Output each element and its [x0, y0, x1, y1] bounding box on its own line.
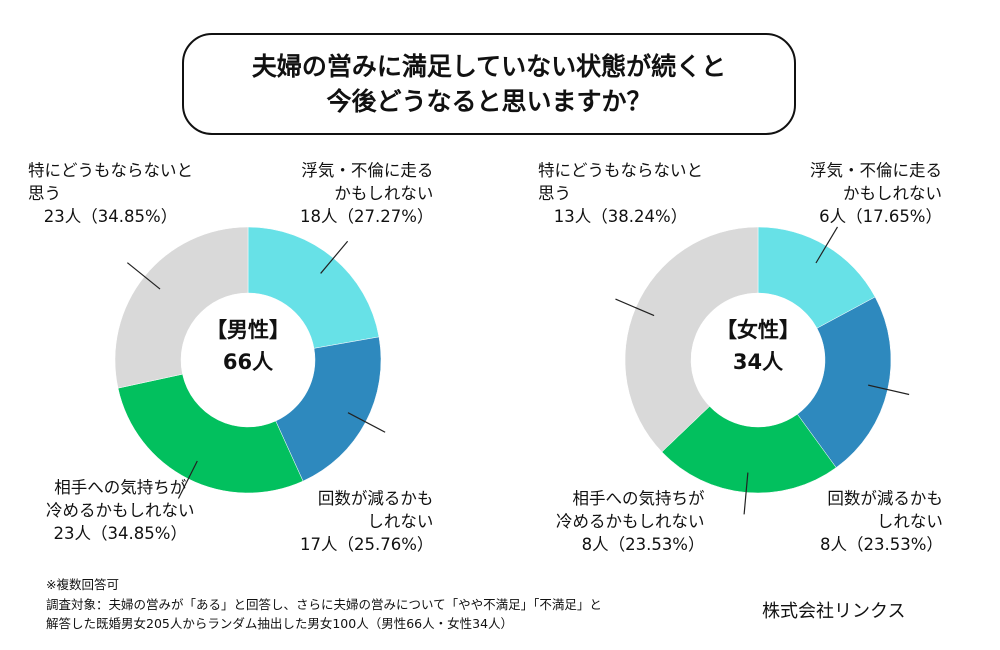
male-leader-line-nothing — [126, 262, 161, 290]
note-survey-1: 調査対象：夫婦の営みが「ある」と回答し、さらに夫婦の営みについて「やや不満足」「… — [46, 597, 602, 612]
label-line: しれない — [367, 512, 434, 531]
label-line: 特にどうもならないと — [28, 161, 193, 180]
label-value: 13人（38.24%） — [553, 207, 688, 226]
male-label-cool: 相手への気持ちが 冷めるかもしれない 23人（34.85%） — [46, 476, 195, 545]
female-slice-fewer — [797, 296, 892, 468]
male-leader-line-affair — [320, 240, 349, 274]
male-leader-line-cool — [177, 460, 198, 499]
male-label-nothing: 特にどうもならないと 思う 23人（34.85%） — [28, 159, 193, 228]
label-line: 相手への気持ちが — [572, 489, 705, 508]
female-center-label: 【女性】 34人 — [688, 314, 828, 378]
male-label-affair: 浮気・不倫に走る かもしれない 18人（27.27%） — [300, 159, 433, 228]
label-line: 冷めるかもしれない — [556, 512, 705, 531]
male-label-fewer: 回数が減るかも しれない 17人（25.76%） — [300, 487, 433, 556]
male-center-count: 66人 — [222, 350, 274, 374]
label-line: 冷めるかもしれない — [46, 501, 195, 520]
label-value: 17人（25.76%） — [300, 535, 434, 554]
female-leader-line-affair — [815, 226, 839, 264]
label-value: 6人（17.65%） — [819, 207, 942, 226]
male-slice-fewer — [275, 336, 382, 482]
male-slice-cool — [117, 373, 304, 494]
female-leader-line-fewer — [868, 384, 910, 396]
male-leader-line-fewer — [347, 412, 386, 433]
female-center-title: 【女性】 — [716, 318, 800, 342]
female-label-nothing: 特にどうもならないと 思う 13人（38.24%） — [538, 159, 703, 228]
female-label-affair: 浮気・不倫に走る かもしれない 6人（17.65%） — [810, 159, 942, 228]
label-line: 回数が減るかも — [827, 489, 943, 508]
note-survey-2: 解答した既婚男女205人からランダム抽出した男女100人（男性66人・女性34人… — [46, 616, 514, 631]
title-line-2: 今後どうなると思いますか？ — [326, 87, 652, 116]
label-line: 思う — [538, 184, 571, 203]
label-line: かもしれない — [334, 184, 434, 203]
title-line-1: 夫婦の営みに満足していない状態が続くと — [251, 52, 727, 81]
female-leader-line-nothing — [615, 298, 655, 317]
label-value: 8人（23.53%） — [581, 535, 705, 554]
title-box: 夫婦の営みに満足していない状態が続くと 今後どうなると思いますか？ — [182, 33, 796, 135]
note-multiple-answers: ※複数回答可 — [46, 577, 119, 592]
female-leader-line-cool — [743, 472, 749, 515]
label-line: 浮気・不倫に走る — [301, 161, 434, 180]
female-label-cool: 相手への気持ちが 冷めるかもしれない 8人（23.53%） — [556, 487, 705, 556]
female-label-fewer: 回数が減るかも しれない 8人（23.53%） — [820, 487, 943, 556]
label-line: かもしれない — [843, 184, 942, 203]
female-center-count: 34人 — [732, 350, 784, 374]
company-name: 株式会社リンクス — [762, 601, 906, 622]
male-slice-nothing — [114, 226, 249, 389]
female-slice-nothing — [624, 226, 759, 453]
label-value: 23人（34.85%） — [53, 524, 187, 543]
label-value: 23人（34.85%） — [43, 207, 178, 226]
label-line: 相手への気持ちが — [54, 478, 187, 497]
label-value: 8人（23.53%） — [820, 535, 943, 554]
label-line: 思う — [28, 184, 61, 203]
male-center-title: 【男性】 — [206, 318, 290, 342]
label-line: 浮気・不倫に走る — [810, 161, 942, 180]
female-slice-cool — [661, 405, 837, 494]
male-center-label: 【男性】 66人 — [178, 314, 318, 378]
label-value: 18人（27.27%） — [300, 207, 434, 226]
label-line: 回数が減るかも — [317, 489, 434, 508]
label-line: 特にどうもならないと — [538, 161, 703, 180]
male-slice-affair — [247, 226, 380, 349]
label-line: しれない — [876, 512, 943, 531]
